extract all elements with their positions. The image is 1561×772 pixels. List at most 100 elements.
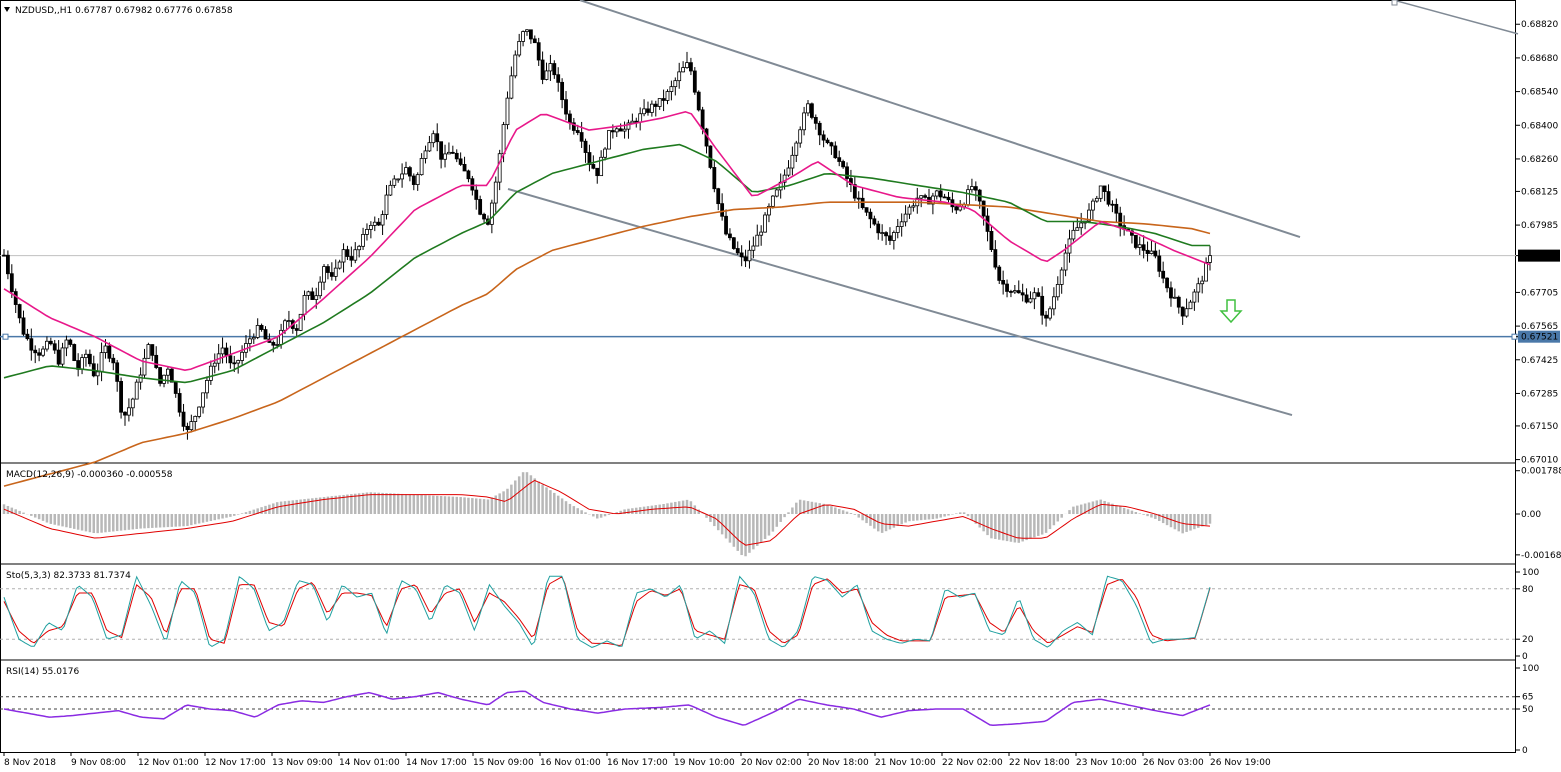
time-axis: 8 Nov 2018 9 Nov 08:00 12 Nov 01:00 12 Nov … <box>3 752 1271 768</box>
candlestick <box>587 144 592 172</box>
macd-title: MACD(12,26,9) -0.000360 -0.000558 <box>6 470 173 480</box>
candlestick <box>849 169 853 193</box>
candle-body <box>68 339 73 345</box>
candlestick <box>439 141 444 169</box>
candle-body <box>259 325 264 330</box>
candlestick <box>263 326 268 340</box>
candle-body <box>938 190 943 198</box>
candle-body <box>739 252 744 258</box>
candle-body <box>201 392 205 408</box>
candlestick <box>1157 249 1162 278</box>
candlestick <box>1024 288 1029 304</box>
candle-body <box>868 211 873 220</box>
candle-body <box>1118 212 1123 227</box>
symbol-header: NZDUSD,,H1 0.67787 0.67982 0.67776 0.678… <box>15 6 233 16</box>
candle-body <box>1153 250 1158 257</box>
candle-body <box>856 197 861 200</box>
candlestick <box>540 51 545 85</box>
candlestick <box>907 204 912 219</box>
candlestick <box>185 422 190 440</box>
candle-body <box>751 245 756 251</box>
candlestick <box>942 193 947 199</box>
candle-body <box>408 167 412 177</box>
candle-body <box>337 261 342 269</box>
candlestick <box>626 119 631 139</box>
candle-body <box>907 206 912 215</box>
candle-body <box>509 75 514 99</box>
candle-body <box>1169 287 1173 299</box>
candle-body <box>970 186 974 191</box>
candlestick <box>1079 212 1084 235</box>
candle-body <box>415 174 420 185</box>
price-tick-label: 0.68540 <box>1521 88 1558 98</box>
ma-fast-line <box>3 110 1211 372</box>
candle-body <box>806 103 810 114</box>
candle-body <box>29 338 34 351</box>
macd-tick-label: 0.001788 <box>1521 467 1561 477</box>
rsi-panel[interactable] <box>0 690 1516 727</box>
candlestick <box>860 188 865 210</box>
candlestick <box>415 172 420 191</box>
candle-body <box>946 196 951 201</box>
candle-body <box>169 368 174 383</box>
trend-line-extension <box>1393 0 1519 35</box>
candle-body <box>150 344 155 356</box>
candlestick <box>1098 185 1103 203</box>
candle-body <box>1020 292 1025 296</box>
candlestick <box>661 89 666 112</box>
candle-body <box>462 164 467 172</box>
time-tick-label: 15 Nov 09:00 <box>473 758 534 768</box>
candlestick <box>806 100 810 117</box>
candlestick <box>1005 279 1009 298</box>
stochastic-panel[interactable] <box>0 575 1516 648</box>
candlestick <box>1110 200 1115 213</box>
candle-body <box>95 371 100 377</box>
candle-body <box>923 195 927 198</box>
candlestick <box>856 191 861 209</box>
candle-body <box>1044 314 1048 319</box>
candle-body <box>845 166 849 179</box>
candle-body <box>973 186 978 191</box>
candlestick <box>704 127 709 154</box>
candle-body <box>712 167 717 190</box>
candle-body <box>825 139 830 144</box>
candle-body <box>934 190 939 197</box>
price-panel[interactable] <box>0 0 1519 661</box>
candle-body <box>891 232 896 241</box>
candlestick <box>903 205 908 227</box>
candle-body <box>579 132 584 142</box>
candle-body <box>447 151 451 155</box>
candle-body <box>731 237 736 249</box>
candle-body <box>852 184 857 199</box>
candlestick <box>1122 215 1127 236</box>
candle-body <box>1087 209 1091 222</box>
candle-body <box>505 97 510 126</box>
candle-body <box>677 71 682 82</box>
candlestick <box>989 225 994 253</box>
candle-body <box>1141 244 1146 251</box>
candlestick <box>1204 257 1208 282</box>
candle-body <box>1172 296 1177 299</box>
candlestick <box>938 184 943 203</box>
price-tick-label: 0.68680 <box>1521 54 1558 64</box>
candlestick <box>778 173 783 199</box>
candlestick <box>1169 281 1173 307</box>
candle-body <box>657 98 662 107</box>
candle-body <box>423 150 428 159</box>
candle-body <box>400 173 404 180</box>
collapse-triangle-icon[interactable] <box>4 7 10 12</box>
candlestick <box>1102 185 1107 202</box>
candlestick <box>915 187 920 214</box>
candlestick <box>255 318 260 340</box>
candlestick <box>123 411 127 426</box>
stochastic-signal-line <box>3 576 1211 647</box>
candlestick <box>790 146 795 176</box>
candlestick <box>56 340 61 367</box>
candlestick <box>692 67 697 95</box>
candle-body <box>326 266 330 273</box>
macd-panel[interactable] <box>2 472 1212 557</box>
candle-body <box>560 81 565 101</box>
candle-body <box>1204 261 1208 282</box>
candle-body <box>255 325 260 338</box>
